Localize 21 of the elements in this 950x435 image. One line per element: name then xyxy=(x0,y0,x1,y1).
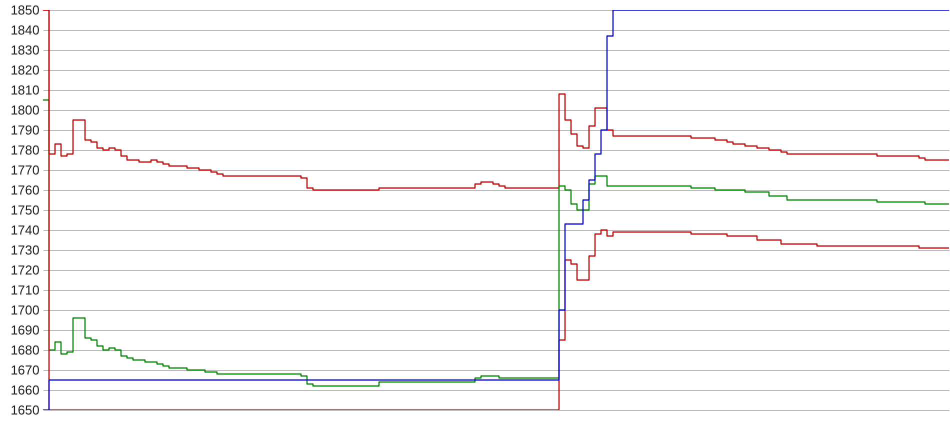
y-tick-label: 1830 xyxy=(10,42,40,58)
y-tick-label: 1810 xyxy=(10,82,40,98)
y-tick-label: 1650 xyxy=(10,402,40,418)
y-tick-label: 1790 xyxy=(10,122,40,138)
y-tick-label: 1730 xyxy=(10,242,40,258)
y-tick-label: 1780 xyxy=(10,142,40,158)
y-tick-label: 1820 xyxy=(10,62,40,78)
y-tick-label: 1740 xyxy=(10,222,40,238)
y-tick-label: 1690 xyxy=(10,322,40,338)
y-tick-label: 1670 xyxy=(10,362,40,378)
y-tick-label: 1700 xyxy=(10,302,40,318)
y-tick-label: 1850 xyxy=(10,2,40,18)
y-tick-label: 1800 xyxy=(10,102,40,118)
y-tick-label: 1660 xyxy=(10,382,40,398)
y-tick-label: 1760 xyxy=(10,182,40,198)
y-tick-label: 1770 xyxy=(10,162,40,178)
y-tick-label: 1720 xyxy=(10,262,40,278)
y-tick-label: 1840 xyxy=(10,22,40,38)
y-tick-label: 1680 xyxy=(10,342,40,358)
y-tick-label: 1750 xyxy=(10,202,40,218)
y-tick-label: 1710 xyxy=(10,282,40,298)
